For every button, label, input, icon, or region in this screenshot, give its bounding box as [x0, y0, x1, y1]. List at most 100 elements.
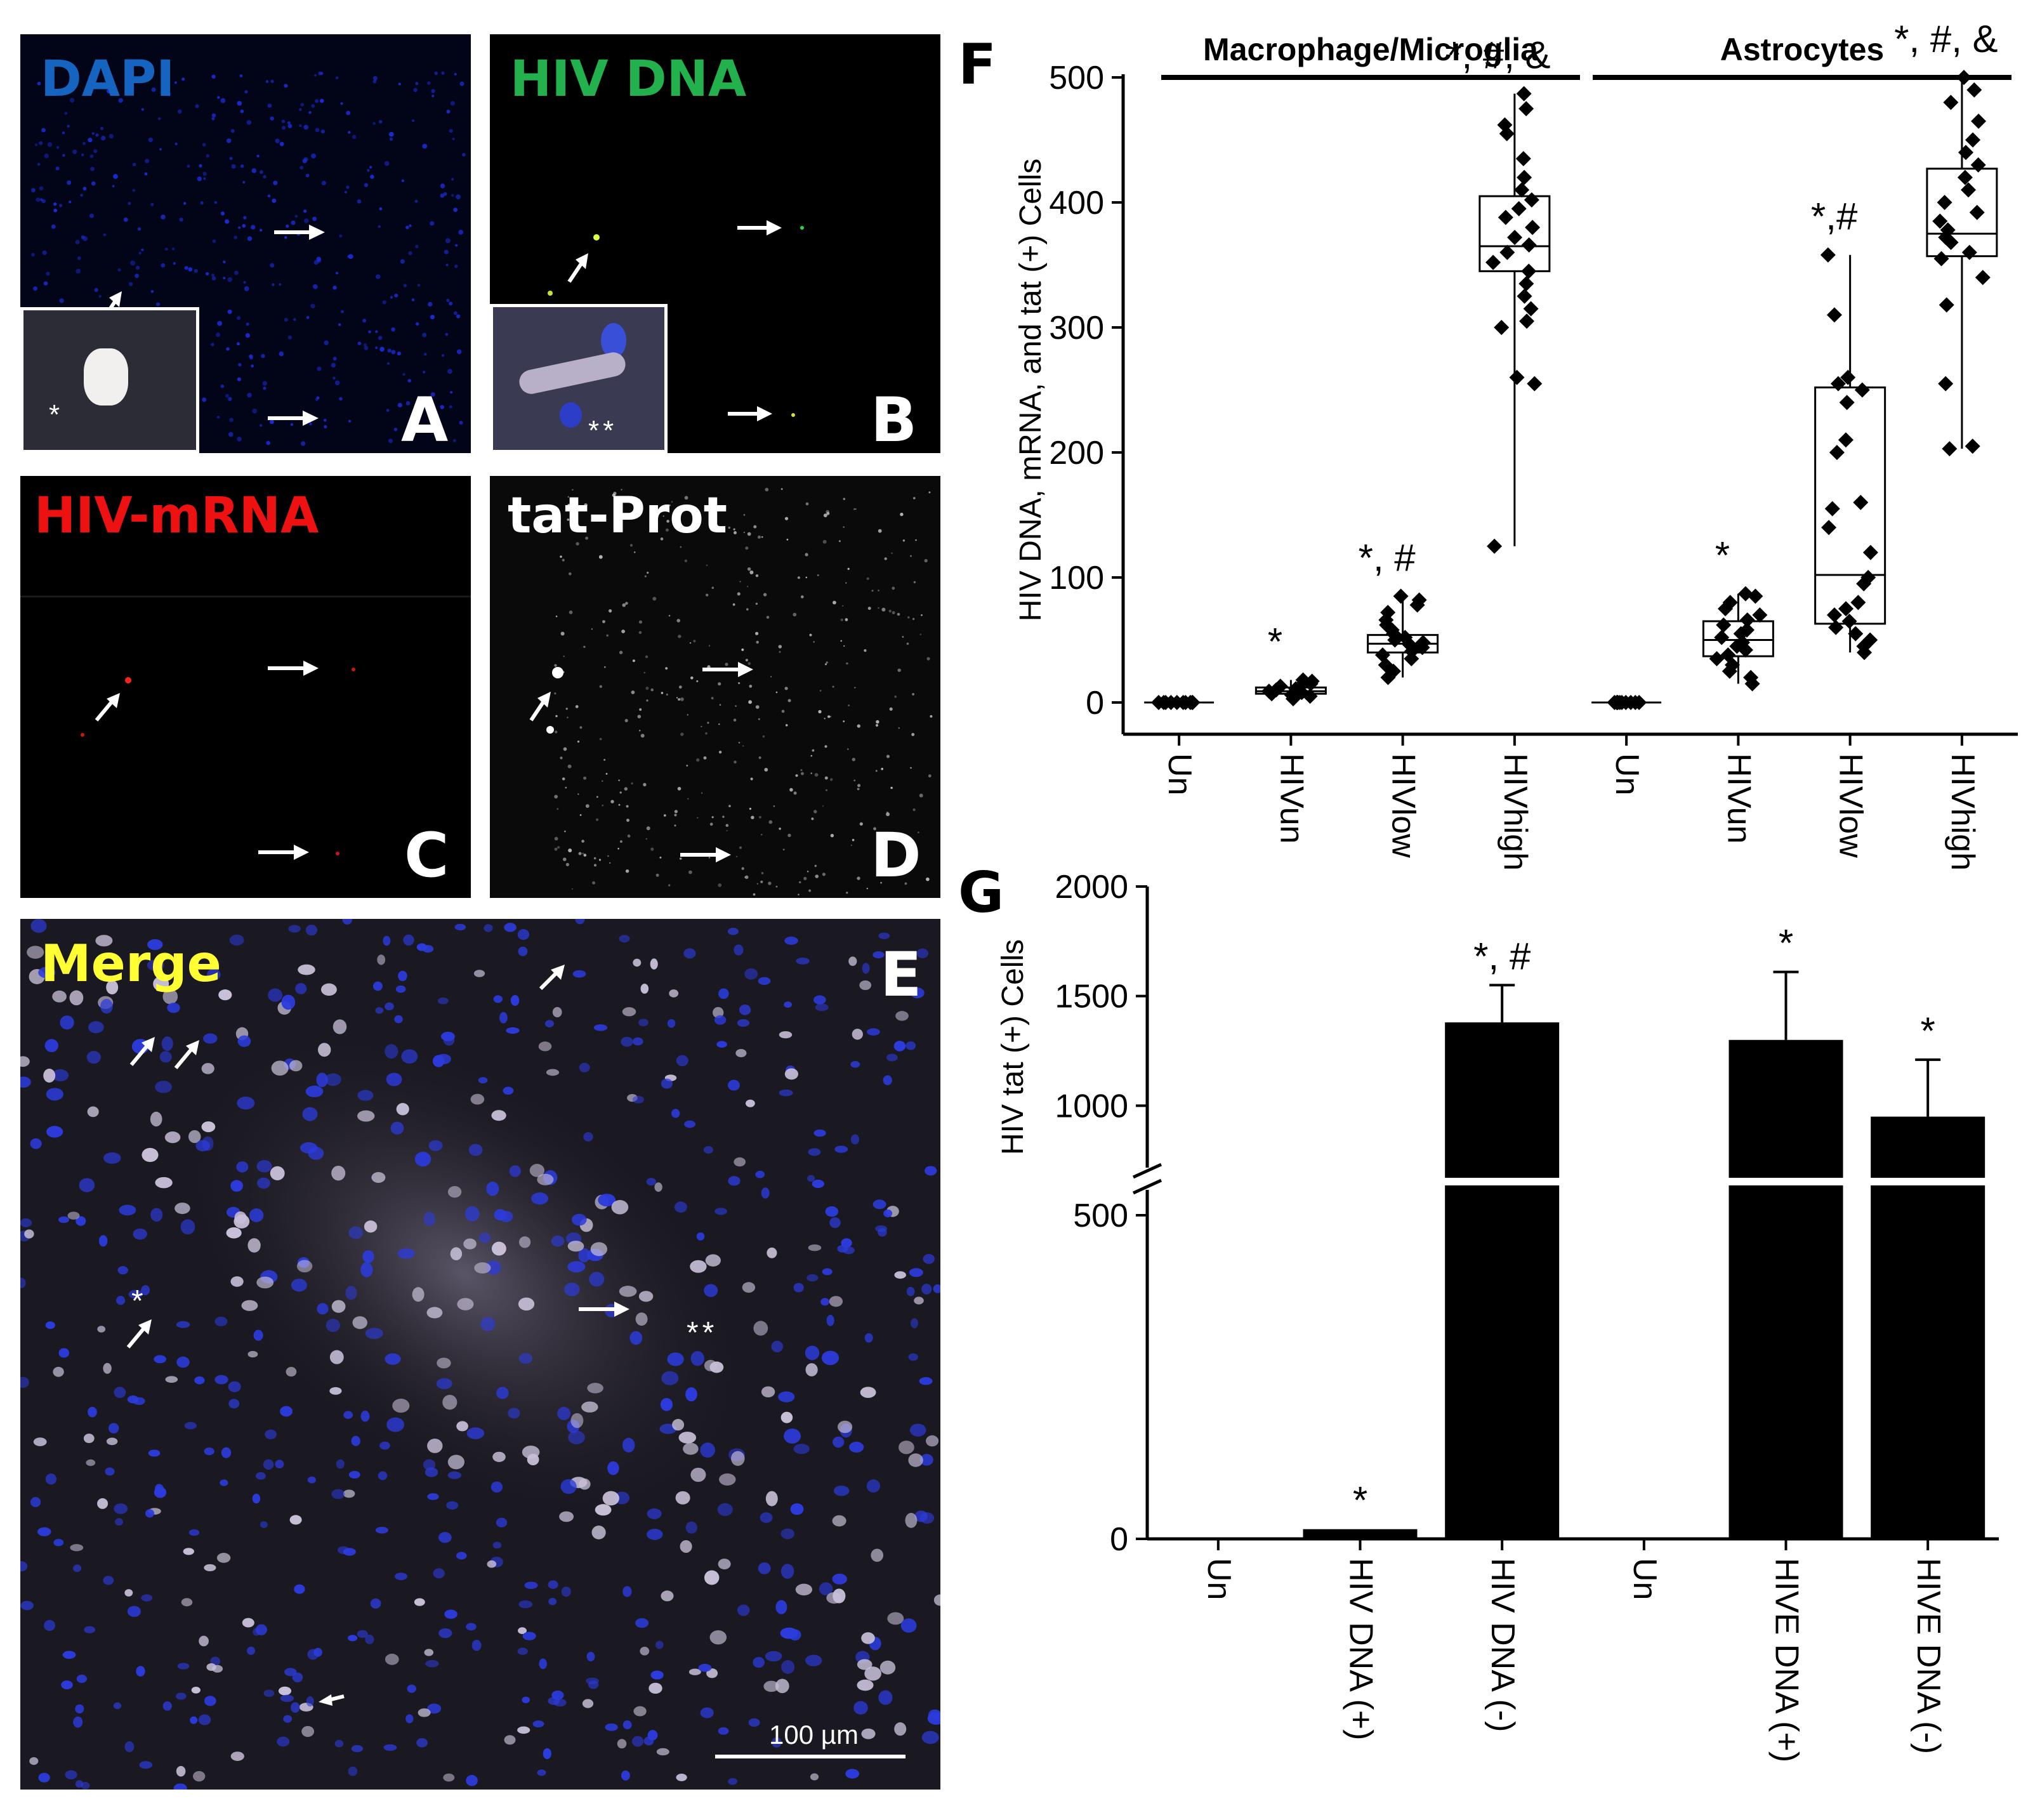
data-point: [1157, 695, 1173, 710]
arrow-icon: [319, 1694, 333, 1706]
protein-speck: [598, 859, 602, 861]
cell: [53, 1366, 64, 1377]
nucleus-dot: [228, 397, 232, 401]
cell: [69, 990, 84, 1006]
panel-a-letter: A: [401, 385, 449, 453]
protein-speck: [557, 846, 560, 849]
nucleus-dot: [60, 92, 63, 96]
cell: [114, 1387, 126, 1398]
cell: [886, 1053, 898, 1062]
cell: [602, 1491, 619, 1506]
data-point: [1966, 82, 1982, 98]
cell: [849, 1441, 864, 1453]
nucleus-dot: [282, 126, 286, 130]
nucleus-dot: [112, 185, 115, 188]
cell: [147, 959, 164, 971]
cell: [826, 1592, 842, 1604]
nucleus-dot: [279, 283, 282, 286]
protein-speck: [900, 512, 904, 517]
cell: [933, 1594, 940, 1606]
cell: [378, 1471, 388, 1480]
nucleus-dot: [237, 342, 240, 346]
protein-speck: [703, 756, 707, 760]
cell: [727, 927, 739, 935]
nucleus-dot: [387, 348, 392, 353]
cell: [894, 1271, 906, 1279]
x-tick-label: HIVE DNA (+): [1768, 1558, 1805, 1762]
cell: [506, 1027, 520, 1034]
nucleus-dot: [397, 352, 402, 356]
cell: [805, 1654, 822, 1666]
protein-speck: [652, 597, 657, 601]
nucleus-dot: [455, 244, 458, 247]
protein-speck: [602, 620, 605, 623]
nucleus-dot: [403, 284, 407, 287]
cell: [517, 1726, 530, 1734]
cell: [364, 1220, 378, 1233]
cell: [295, 983, 307, 994]
cell: [30, 1497, 41, 1507]
protein-speck: [569, 572, 572, 576]
cell: [44, 1039, 58, 1052]
protein-speck: [913, 497, 916, 499]
cell: [878, 932, 890, 939]
protein-speck: [678, 685, 682, 689]
protein-speck: [577, 741, 580, 743]
cell: [921, 1731, 939, 1744]
cell: [263, 1459, 274, 1470]
nucleus-dot: [414, 425, 418, 430]
protein-speck: [567, 716, 569, 718]
nucleus-dot: [259, 170, 263, 175]
cell: [919, 1377, 933, 1385]
x-tick-label: Un: [1201, 1558, 1237, 1600]
cell: [879, 1660, 896, 1675]
nucleus-dot: [446, 109, 451, 114]
nucleus-dot: [177, 109, 182, 114]
nucleus-dot: [173, 261, 176, 265]
x-tick-label: HIVhigh: [1497, 753, 1534, 871]
cell: [784, 1068, 798, 1080]
panel-b-label: HIV DNA: [510, 51, 747, 108]
cell: [20, 1376, 29, 1388]
cell: [370, 1598, 381, 1609]
cell: [58, 1348, 70, 1358]
protein-speck: [562, 558, 565, 562]
nucleus-dot: [451, 178, 454, 181]
protein-speck: [660, 537, 664, 541]
cell: [646, 1178, 656, 1186]
cell: [277, 1736, 290, 1747]
nucleus-dot: [454, 72, 457, 76]
protein-speck: [801, 595, 804, 598]
nucleus-dot: [47, 142, 53, 147]
significance-label: *: [1779, 922, 1793, 965]
nucleus-dot: [234, 270, 239, 275]
cell: [106, 980, 119, 994]
cell: [58, 1216, 70, 1223]
y-tick-label: 2000: [1055, 869, 1128, 906]
protein-speck: [912, 693, 914, 696]
protein-speck: [650, 847, 654, 851]
cell: [590, 1242, 608, 1256]
cell: [87, 1106, 99, 1118]
cell: [718, 988, 729, 999]
cell: [572, 970, 586, 978]
protein-speck: [688, 870, 692, 874]
cell: [860, 1387, 876, 1398]
cell: [734, 944, 744, 956]
cell: [728, 1777, 737, 1785]
cell: [671, 1109, 680, 1118]
cell: [20, 1600, 34, 1611]
cell: [428, 1140, 443, 1151]
protein-speck: [655, 873, 659, 877]
cell: [552, 1006, 562, 1018]
nucleus-dot: [95, 133, 99, 137]
nucleus-dot: [370, 175, 374, 179]
protein-speck: [745, 546, 749, 550]
protein-speck: [699, 515, 701, 518]
cell: [348, 1226, 364, 1239]
figure-letter-g: G: [958, 860, 1004, 925]
cell: [365, 1634, 374, 1644]
protein-speck: [562, 777, 565, 781]
nucleus-dot: [106, 88, 112, 94]
nucleus-dot: [230, 129, 235, 133]
